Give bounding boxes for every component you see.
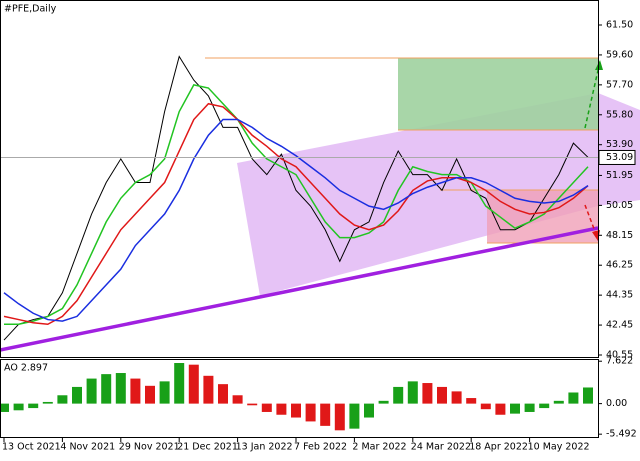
channel xyxy=(237,93,640,296)
ao-bar xyxy=(480,403,491,410)
ao-bar xyxy=(539,403,550,409)
target-zone xyxy=(398,58,598,130)
moving-average xyxy=(4,84,589,326)
trend-line xyxy=(0,226,599,352)
ao-bar xyxy=(57,395,68,404)
x-tick-label: 7 Feb 2022 xyxy=(294,442,347,453)
y-tick-label: 55.80 xyxy=(606,109,633,120)
x-tick-label: 13 Oct 2021 xyxy=(2,442,61,453)
ao-bar xyxy=(86,378,97,404)
plot xyxy=(0,55,598,431)
x-tick-label: 18 Apr 2022 xyxy=(469,442,528,453)
ao-bar xyxy=(510,403,520,414)
ao-bar xyxy=(130,378,141,404)
stop-zone xyxy=(487,190,598,243)
arrow-down xyxy=(584,204,597,235)
x-tick-label: 10 May 2022 xyxy=(528,442,590,453)
ao-frame xyxy=(0,359,599,438)
ao-bar xyxy=(203,375,214,404)
ao-bar xyxy=(334,403,345,431)
y-tick-label: 46.25 xyxy=(606,260,633,271)
ao-bar xyxy=(495,403,506,415)
ao-bar xyxy=(583,387,593,404)
ao-bar xyxy=(305,403,316,422)
y-tick-label: 50.05 xyxy=(606,200,633,211)
price-line xyxy=(3,55,589,341)
ao-bar xyxy=(524,403,535,412)
ao-bar xyxy=(568,392,579,404)
ao-bar xyxy=(188,364,199,404)
x-tick-label: 29 Nov 2021 xyxy=(119,442,180,453)
y-tick-label: 7.622 xyxy=(606,356,633,367)
y-tick-label: 42.45 xyxy=(606,320,633,331)
ao-bar xyxy=(320,403,331,426)
ao-bar xyxy=(13,403,24,411)
ao-bar xyxy=(159,381,170,404)
ao-bar xyxy=(232,395,243,404)
ao-bar xyxy=(553,400,564,404)
ao-bar xyxy=(276,403,287,415)
y-tick-label: -5.492 xyxy=(606,429,637,440)
ao-bar xyxy=(422,383,433,404)
x-tick-label: 24 Mar 2022 xyxy=(411,442,471,453)
x-tick-label: 21 Dec 2021 xyxy=(177,442,238,453)
ao-bar xyxy=(0,403,9,412)
ao-bar xyxy=(218,384,228,404)
ao-bar xyxy=(349,403,360,429)
ao-bar xyxy=(393,386,404,404)
y-tick-label: 59.60 xyxy=(606,49,633,60)
x-tick-label: 2 Mar 2022 xyxy=(352,442,406,453)
ao-bar xyxy=(72,386,82,404)
ao-bar xyxy=(451,391,462,404)
last-price-box xyxy=(598,149,636,165)
moving-average xyxy=(3,118,589,322)
ao-bar xyxy=(364,403,374,418)
ao-bar xyxy=(101,374,112,404)
y-tick-label: 53.90 xyxy=(606,139,633,150)
ao-bar xyxy=(247,403,258,406)
ao-title: AO 2.897 xyxy=(4,363,48,374)
y-tick-label: 57.70 xyxy=(606,79,633,90)
main-frame xyxy=(0,0,599,358)
ao-bar xyxy=(407,381,418,404)
arrow-up xyxy=(584,65,600,129)
y-tick-label: 0.00 xyxy=(606,398,627,409)
ao-bar xyxy=(28,403,39,409)
y-tick-label: 51.95 xyxy=(606,170,633,181)
x-tick-label: 13 Jan 2022 xyxy=(236,442,293,453)
ao-bar xyxy=(42,401,53,404)
ao-bar xyxy=(437,386,447,404)
ao-bar xyxy=(466,398,477,404)
last-price-label: 53.09 xyxy=(606,152,633,163)
y-tick-label: 40.55 xyxy=(606,350,633,361)
ao-bar xyxy=(291,403,301,418)
chart-title: #PFE,Daily xyxy=(4,4,57,15)
moving-average xyxy=(3,102,589,326)
ao-bar xyxy=(378,400,389,404)
y-tick-label: 44.35 xyxy=(606,290,633,301)
x-tick-label: 4 Nov 2021 xyxy=(60,442,115,453)
ao-bar xyxy=(261,403,272,412)
y-tick-label: 48.15 xyxy=(606,230,633,241)
y-tick-label: 61.50 xyxy=(606,20,633,31)
ao-bar xyxy=(145,385,155,404)
ao-bar xyxy=(174,363,185,404)
ao-bar xyxy=(115,373,126,404)
